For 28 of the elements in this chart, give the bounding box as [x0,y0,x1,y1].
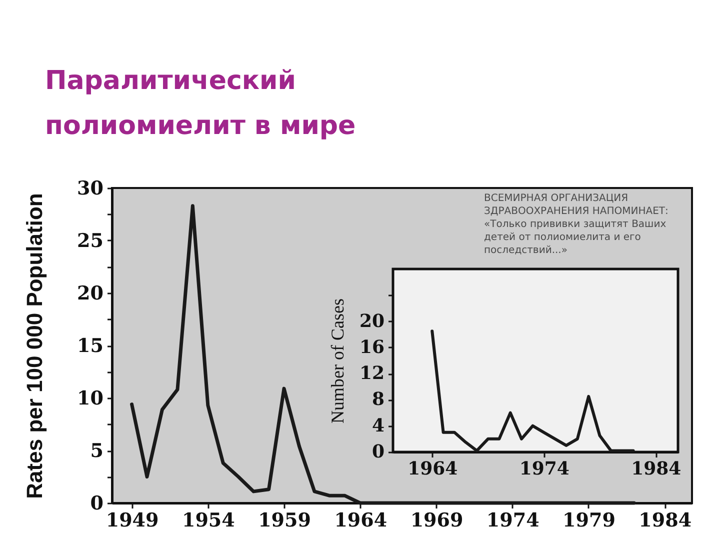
y-tick-label: 20 [359,310,384,332]
y-tick-label: 30 [77,178,104,200]
chart-title: Паралитический полиомиелит в мире [45,66,356,141]
x-tick-label: 1979 [562,510,616,532]
y-tick-label: 15 [77,335,104,357]
x-tick-label: 1974 [486,510,540,532]
x-tick-label: 1969 [410,510,464,532]
y-tick-label: 12 [359,363,384,384]
y-tick-label: 10 [77,388,104,410]
x-tick-label: 1959 [258,510,311,532]
y-tick-label: 0 [372,442,384,462]
y-tick-label: 20 [77,282,104,304]
y-axis-title: Rates per 100 000 Population [22,193,48,499]
y-tick-label: 25 [77,230,104,252]
y-tick-label: 0 [90,492,104,514]
x-tick-label: 1974 [519,458,570,480]
x-tick-label: 1949 [106,510,159,532]
x-tick-label: 1964 [334,510,388,532]
annotation: ВСЕМИРНАЯ ОРГАНИЗАЦИЯ ЗДРАВООХРАНЕНИЯ НАПОМИНАЕТ: «Только прививки защитят Ваших детей от полиомиелита и его последствий...» [484,193,668,256]
x-tick-label: 1954 [182,510,235,532]
y-tick-label: 8 [372,389,384,410]
y-tick-label: 5 [90,440,104,462]
x-tick-label: 1984 [638,510,692,532]
y-tick-label: 16 [359,336,384,358]
x-tick-label: 1964 [408,458,458,480]
y-axis-title: Number of Cases [327,298,348,424]
y-tick-label: 4 [372,415,384,436]
x-tick-label: 1984 [631,458,682,480]
